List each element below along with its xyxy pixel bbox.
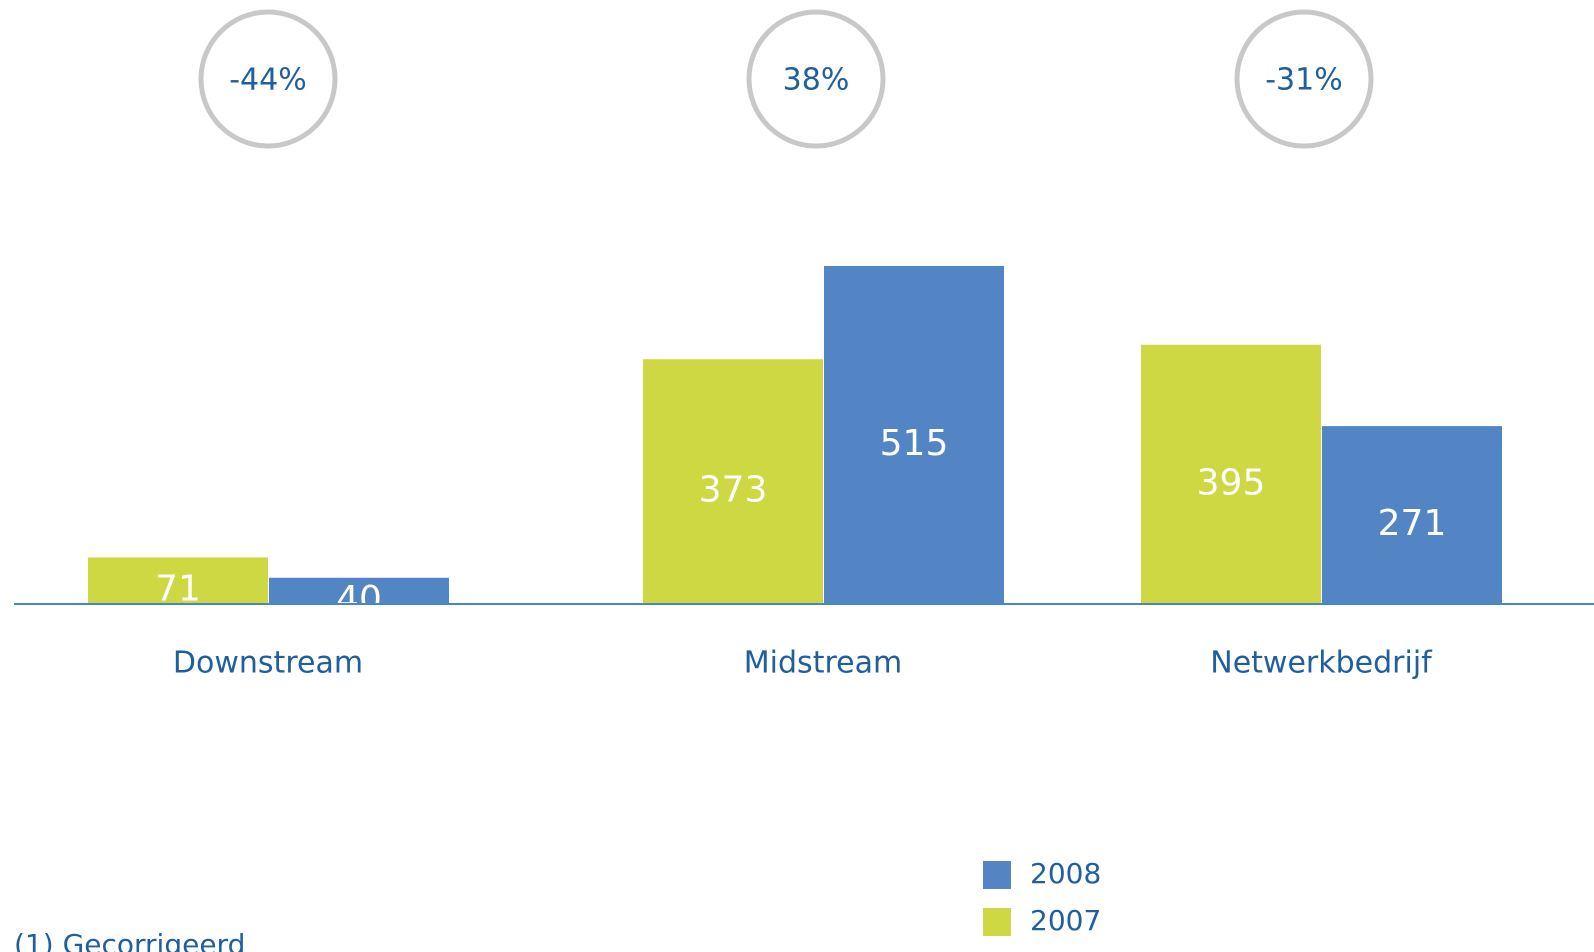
x-tick-label: Netwerkbedrijf <box>1210 646 1433 681</box>
legend-label: 2007 <box>1030 904 1101 937</box>
footnote: (1) Gecorrigeerd <box>14 928 245 952</box>
legend-swatch <box>983 908 1011 936</box>
annotation-circle <box>198 9 338 149</box>
value-label: 515 <box>880 423 949 464</box>
legend-label: 2008 <box>1030 857 1101 890</box>
value-label: 373 <box>699 470 768 511</box>
value-label: 395 <box>1197 462 1266 503</box>
bar <box>824 266 1004 604</box>
legend-swatch <box>983 861 1011 889</box>
bar <box>643 359 823 604</box>
value-label: 271 <box>1378 503 1447 544</box>
x-tick-label: Midstream <box>744 646 902 681</box>
bar <box>1141 344 1321 604</box>
bar <box>1322 426 1502 604</box>
value-label: 71 <box>155 569 201 610</box>
bar <box>269 577 449 604</box>
annotation-circle <box>746 9 886 149</box>
bar <box>88 557 268 604</box>
annotation: -44% <box>229 63 307 98</box>
value-label: 40 <box>336 579 382 620</box>
annotation: -31% <box>1265 63 1343 98</box>
annotation-circle <box>1234 9 1374 149</box>
x-tick-label: Downstream <box>173 646 363 681</box>
annotation: 38% <box>783 63 850 98</box>
